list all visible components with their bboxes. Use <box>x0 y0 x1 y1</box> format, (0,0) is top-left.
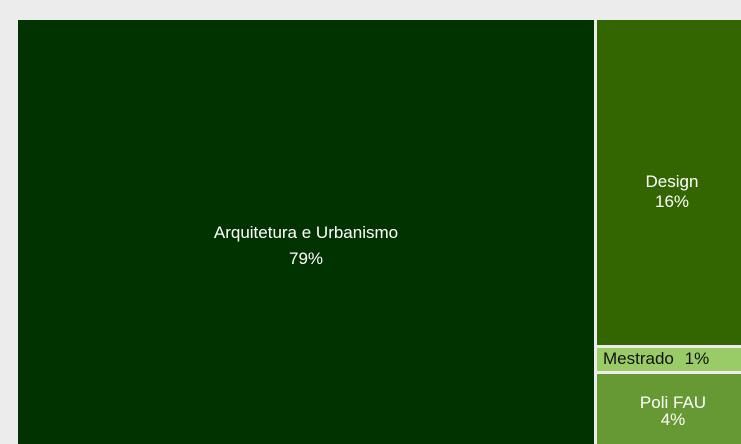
tile-value-design: 16% <box>654 191 690 211</box>
tile-name-mestrado: Mestrado <box>603 349 674 368</box>
tile-label-mestrado: Mestrado 1% <box>603 349 709 369</box>
tile-value-mestrado: 1% <box>684 349 710 368</box>
tile-name-arquitetura-urbanismo: Arquitetura e Urbanismo <box>213 223 399 242</box>
tile-name-poli-fau: Poli FAU <box>639 393 707 412</box>
tile-value-arquitetura-urbanismo: 79% <box>288 248 324 268</box>
tile-arquitetura-urbanismo: Arquitetura e Urbanismo 79% <box>18 20 594 444</box>
tile-value-poli-fau: 4% <box>660 410 686 429</box>
tile-label-poli-fau: Poli FAU 4% <box>597 394 741 428</box>
tile-mestrado: Mestrado 1% <box>597 348 741 371</box>
tile-poli-fau: Poli FAU 4% <box>597 374 741 444</box>
tile-label-arquitetura-urbanismo: Arquitetura e Urbanismo 79% <box>18 220 594 271</box>
tile-name-design: Design <box>645 172 699 191</box>
tile-design: Design 16% <box>597 20 741 345</box>
tile-label-design: Design 16% <box>597 172 741 211</box>
